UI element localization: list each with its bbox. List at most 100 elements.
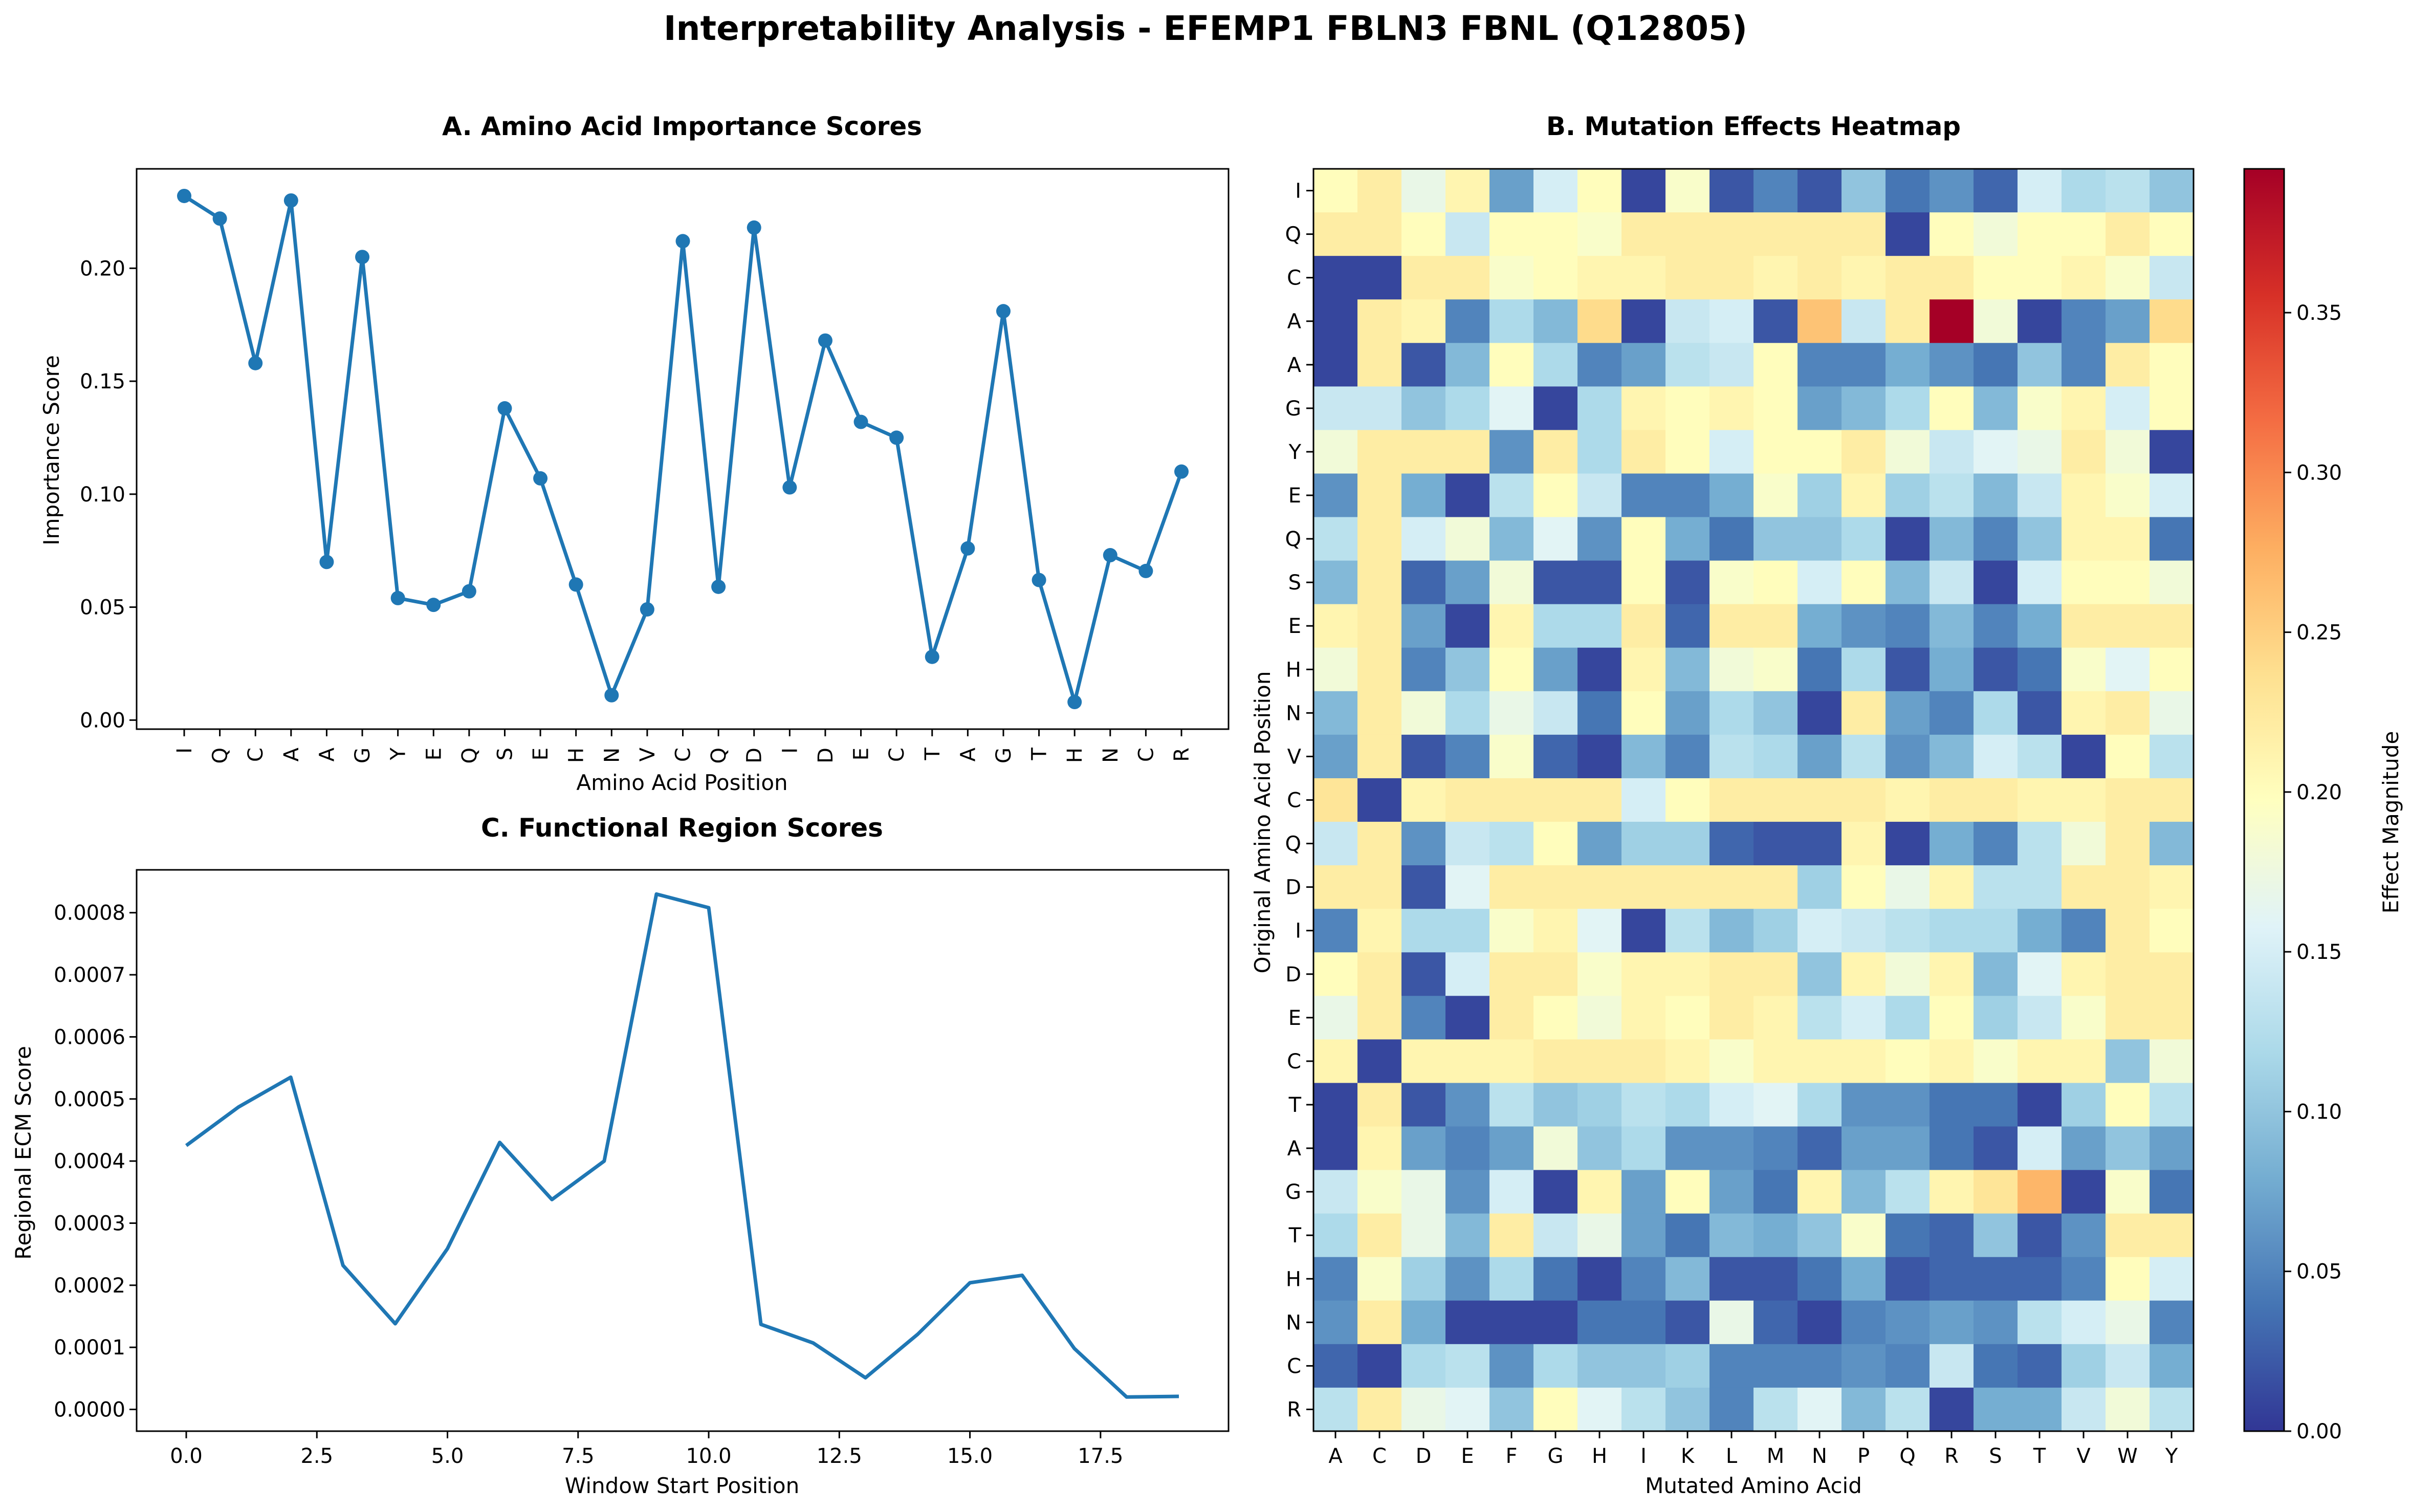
heatmap-cell (1665, 1083, 1710, 1127)
heatmap-cell (2018, 560, 2062, 605)
heatmap-cell (1665, 169, 1710, 213)
heatmap-cell (1930, 952, 1974, 996)
heatmap-cell (2106, 996, 2150, 1040)
heatmap-cell (1974, 996, 2018, 1040)
heatmap-cell (1665, 343, 1710, 387)
heatmap-cell (1357, 256, 1402, 300)
heatmap-cell (1798, 517, 1842, 561)
heatmap-cell (1445, 430, 1490, 474)
heatmap-cell (1930, 1170, 1974, 1214)
panel-b-ytick-label: S (1288, 571, 1301, 595)
heatmap-cell (1886, 560, 1930, 605)
heatmap-cell (2150, 1300, 2194, 1345)
heatmap-cell (1798, 1039, 1842, 1084)
heatmap-cell (1886, 734, 1930, 779)
heatmap-cell (1930, 604, 1974, 648)
heatmap-cell (2150, 909, 2194, 953)
heatmap-cell (2018, 996, 2062, 1040)
heatmap-cell (1357, 473, 1402, 518)
heatmap-cell (1665, 691, 1710, 735)
heatmap-cell (1665, 1344, 1710, 1388)
heatmap-cell (1798, 1387, 1842, 1432)
heatmap-cell (1621, 909, 1666, 953)
heatmap-cell (2062, 909, 2106, 953)
heatmap-cell (1974, 212, 2018, 256)
heatmap-cell (1798, 386, 1842, 431)
panel-a-data-point (1067, 695, 1082, 710)
heatmap-cell (2018, 386, 2062, 431)
heatmap-cell (1401, 473, 1446, 518)
heatmap-cell (2018, 1213, 2062, 1258)
heatmap-cell (1533, 343, 1578, 387)
heatmap-cell (1798, 1344, 1842, 1388)
heatmap-cell (1754, 517, 1798, 561)
heatmap-cell (2150, 212, 2194, 256)
heatmap-cell (2062, 604, 2106, 648)
heatmap-cell (1445, 822, 1490, 866)
heatmap-cell (1842, 865, 1886, 909)
heatmap-cell (1577, 517, 1622, 561)
heatmap-cell (1577, 386, 1622, 431)
heatmap-cell (1930, 169, 1974, 213)
heatmap-cell (1445, 169, 1490, 213)
heatmap-cell (2150, 560, 2194, 605)
heatmap-cell (1313, 430, 1358, 474)
heatmap-cell (1621, 1344, 1666, 1388)
heatmap-cell (1357, 1083, 1402, 1127)
heatmap-cell (1621, 386, 1666, 431)
heatmap-cell (1445, 299, 1490, 343)
heatmap-cell (1974, 1257, 2018, 1301)
heatmap-cell (2150, 647, 2194, 692)
heatmap-cell (1974, 909, 2018, 953)
heatmap-cell (2018, 256, 2062, 300)
colorbar-tick-label: 0.05 (2296, 1260, 2342, 1284)
heatmap-cell (1886, 691, 1930, 735)
panel-c-axes-frame (136, 869, 1230, 1432)
heatmap-cell (1709, 430, 1754, 474)
heatmap-cell (1974, 299, 2018, 343)
panel-b-ytick-label: C (1287, 1050, 1301, 1073)
heatmap-cell (1401, 386, 1446, 431)
heatmap-cell (1665, 1300, 1710, 1345)
heatmap-cell (1709, 1083, 1754, 1127)
panel-b-xtick-label: R (1944, 1444, 1959, 1468)
heatmap-cell (1357, 212, 1402, 256)
panel-c-ytick-label: 0.0001 (54, 1336, 125, 1360)
heatmap-cell (2106, 1300, 2150, 1345)
heatmap-cell (1401, 865, 1446, 909)
heatmap-cell (1357, 343, 1402, 387)
heatmap-cell (1886, 865, 1930, 909)
heatmap-cell (1401, 212, 1446, 256)
heatmap-cell (1930, 865, 1974, 909)
heatmap-cell (1577, 734, 1622, 779)
panel-b-ytick-label: E (1288, 484, 1301, 508)
heatmap-cell (1489, 647, 1534, 692)
heatmap-cell (1313, 909, 1358, 953)
heatmap-cell (2062, 1083, 2106, 1127)
panel-b-xlabel: Mutated Amino Acid (1645, 1473, 1862, 1498)
heatmap-cell (2018, 1344, 2062, 1388)
panel-c-ytick-label: 0.0004 (54, 1150, 125, 1173)
heatmap-cell (1842, 1257, 1886, 1301)
heatmap-cell (1401, 1213, 1446, 1258)
heatmap-cell (1974, 778, 2018, 822)
panel-a-xtick-label: E (529, 748, 553, 760)
heatmap-cell (1798, 560, 1842, 605)
heatmap-cell (1533, 1039, 1578, 1084)
heatmap-cell (1357, 386, 1402, 431)
heatmap-cell (1886, 604, 1930, 648)
heatmap-cell (1445, 909, 1490, 953)
colorbar: 0.00 0.05 0.10 0.15 0.20 0.25 0.30 0.35 (2243, 168, 2342, 1443)
heatmap-cell (1621, 169, 1666, 213)
heatmap-cell (2062, 647, 2106, 692)
heatmap-cell (1489, 343, 1534, 387)
heatmap-cell (2106, 560, 2150, 605)
heatmap-cell (1886, 996, 1930, 1040)
panel-b-ytick-label: E (1288, 1006, 1301, 1030)
heatmap-cell (1665, 299, 1710, 343)
heatmap-cell (1445, 1387, 1490, 1432)
heatmap-cell (2062, 386, 2106, 431)
heatmap-cell (1974, 517, 2018, 561)
panel-a-xtick-label: H (565, 748, 588, 763)
heatmap-cell (1930, 1387, 1974, 1432)
